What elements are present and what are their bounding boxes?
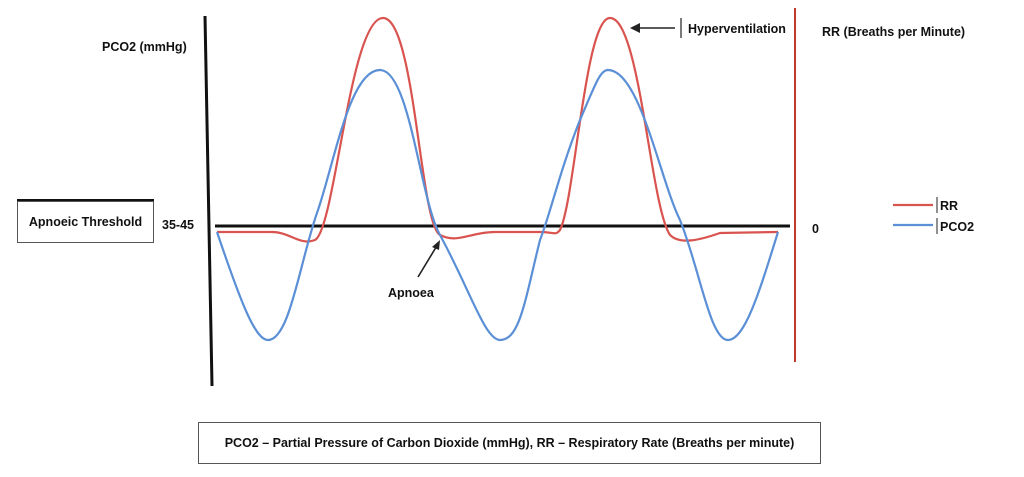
threshold-value-label: 35-45 xyxy=(162,218,194,232)
apnoea-arrow xyxy=(417,243,439,278)
left-axis-label: PCO2 (mmHg) xyxy=(102,40,187,54)
legend: RR PCO2 xyxy=(893,197,974,234)
caption-box: PCO2 – Partial Pressure of Carbon Dioxid… xyxy=(198,422,821,464)
pco2-curve xyxy=(215,68,780,342)
legend-pco2-label: PCO2 xyxy=(940,220,974,234)
rr-curve xyxy=(217,16,779,243)
apnoea-arrowhead xyxy=(432,240,440,250)
caption-text: PCO2 – Partial Pressure of Carbon Dioxid… xyxy=(224,436,795,450)
apnoeic-threshold-box: Apnoeic Threshold xyxy=(17,201,154,243)
hyperventilation-label: Hyperventilation xyxy=(688,22,786,36)
left-axis xyxy=(203,15,214,387)
apnoeic-threshold-label: Apnoeic Threshold xyxy=(28,215,143,229)
right-axis-label: RR (Breaths per Minute) xyxy=(822,25,965,39)
legend-rr-label: RR xyxy=(940,199,958,213)
right-zero-label: 0 xyxy=(812,222,819,236)
apnoea-label: Apnoea xyxy=(388,286,435,300)
hyperventilation-arrowhead xyxy=(630,23,640,33)
